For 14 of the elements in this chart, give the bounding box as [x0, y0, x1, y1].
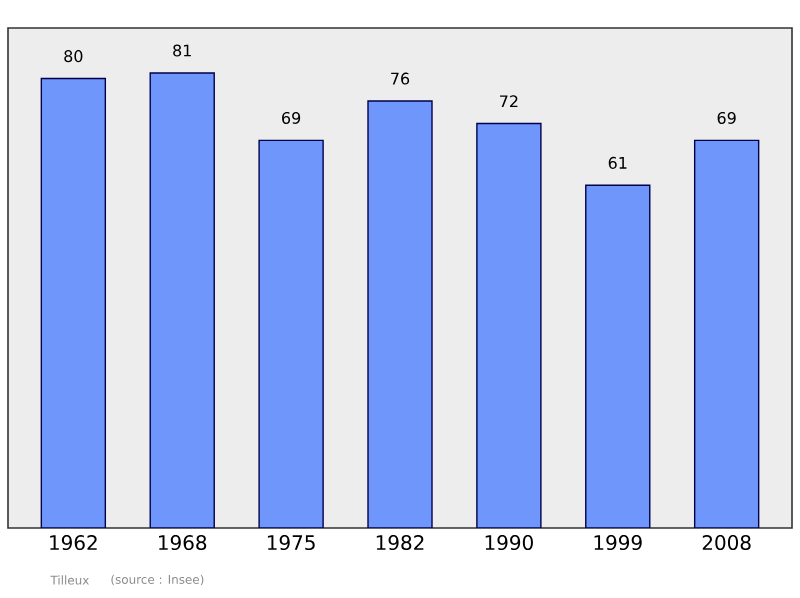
x-tick-label: 1975	[267, 535, 315, 551]
bar	[41, 78, 106, 528]
x-tick-label: 1999	[594, 535, 642, 551]
x-tick-label: 1962	[50, 535, 97, 551]
bar	[693, 139, 760, 528]
bar	[259, 140, 324, 528]
x-tick-label: 2008	[702, 535, 751, 551]
bar	[476, 123, 541, 528]
bar	[150, 72, 215, 528]
bar	[368, 101, 432, 528]
x-tick-label: 1968	[159, 535, 207, 551]
x-tick-label: 1990	[485, 535, 533, 551]
x-tick-label: 1982	[376, 535, 424, 551]
bar	[585, 185, 650, 528]
